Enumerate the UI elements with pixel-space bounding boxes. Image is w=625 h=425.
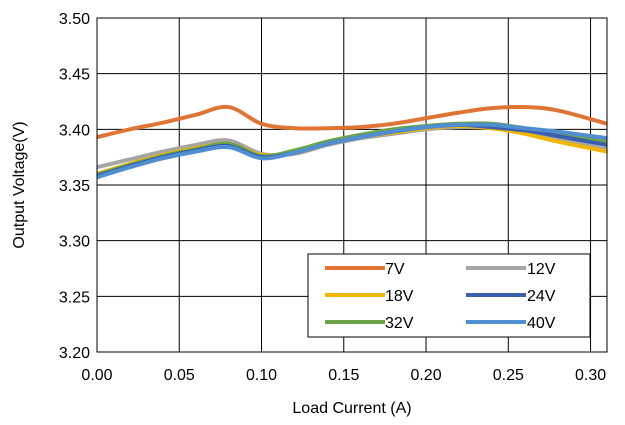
legend-label-12V: 12V (527, 261, 556, 278)
y-tick-label: 3.45 (59, 67, 90, 84)
y-tick-label: 3.40 (59, 122, 90, 139)
y-tick-label: 3.20 (59, 345, 90, 362)
y-tick-label: 3.30 (59, 234, 90, 251)
series-line-40V (96, 122, 608, 180)
series-lines (96, 104, 608, 180)
x-tick-label: 0.10 (246, 367, 277, 384)
x-tick-label: 0.20 (410, 367, 441, 384)
y-tick-label: 3.35 (59, 178, 90, 195)
legend-label-40V: 40V (527, 315, 556, 332)
x-tick-label: 0.00 (81, 367, 112, 384)
y-tick-labels: 3.20 3.25 3.30 3.35 3.40 3.45 3.50 (59, 11, 90, 362)
x-tick-label: 0.15 (328, 367, 359, 384)
x-axis-label: Load Current (A) (292, 400, 411, 417)
x-tick-label: 0.30 (575, 367, 606, 384)
legend-label-24V: 24V (527, 288, 556, 305)
x-tick-label: 0.25 (493, 367, 524, 384)
y-tick-label: 3.25 (59, 289, 90, 306)
legend: 7V 12V 18V 24V 32V 40V (307, 253, 591, 338)
series-line-7V (96, 104, 608, 140)
legend-label-7V: 7V (385, 261, 405, 278)
y-tick-label: 3.50 (59, 11, 90, 28)
y-axis-label: Output Voltage(V) (11, 121, 28, 248)
legend-label-32V: 32V (385, 315, 414, 332)
legend-label-18V: 18V (385, 288, 414, 305)
x-tick-label: 0.05 (164, 367, 195, 384)
plot-area-frame (96, 17, 608, 353)
x-tick-labels: 0.00 0.05 0.10 0.15 0.20 0.25 0.30 (81, 367, 606, 384)
